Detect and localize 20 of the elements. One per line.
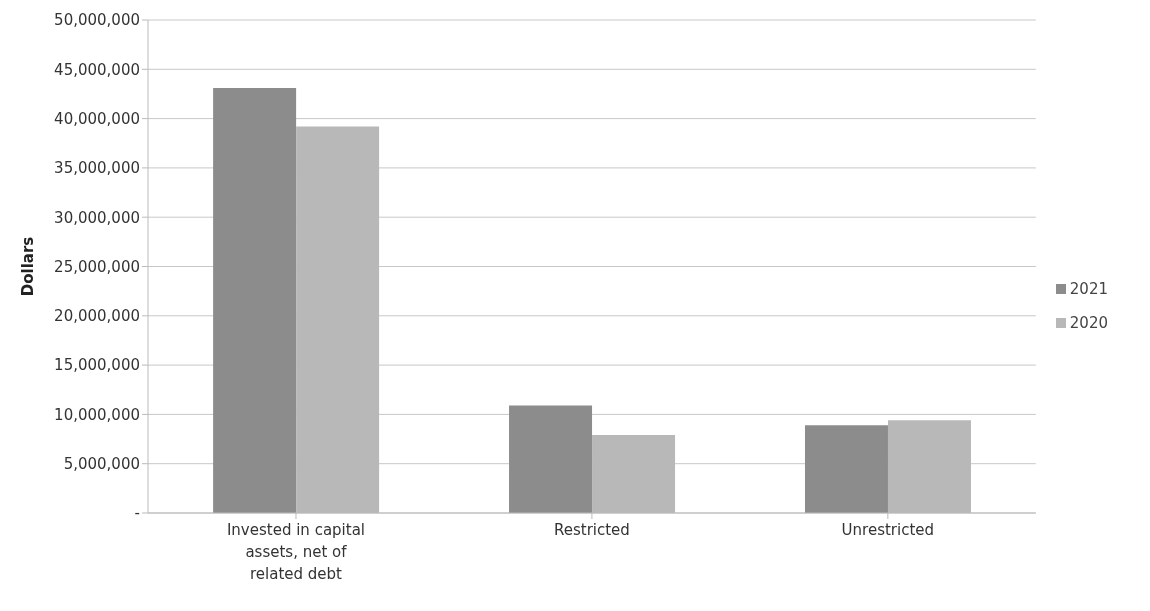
y-tick-label: 25,000,000 xyxy=(54,257,140,276)
x-tick-label: Invested in capital assets, net of related debt xyxy=(226,521,365,583)
y-tick-label: 50,000,000 xyxy=(54,11,140,30)
y-tick-label: 40,000,000 xyxy=(54,109,140,128)
y-tick-label: 30,000,000 xyxy=(54,208,140,227)
y-tick-label: 10,000,000 xyxy=(54,405,140,424)
y-tick-label: 15,000,000 xyxy=(54,356,140,375)
y-tick-label: 35,000,000 xyxy=(54,159,140,178)
legend-label: 2020 xyxy=(1069,313,1108,332)
x-tick-label: Restricted xyxy=(553,521,630,539)
bar xyxy=(213,88,297,513)
x-tick-label: Unrestricted xyxy=(841,521,935,539)
bar xyxy=(509,405,593,513)
y-tick-label: 5,000,000 xyxy=(63,455,140,474)
bar xyxy=(804,425,888,513)
y-tick-label: - xyxy=(134,504,140,523)
legend-label: 2021 xyxy=(1069,279,1108,298)
y-tick-label: 45,000,000 xyxy=(54,60,140,79)
y-tick-label: 20,000,000 xyxy=(54,307,140,326)
y-axis-title: Dollars xyxy=(19,236,38,297)
